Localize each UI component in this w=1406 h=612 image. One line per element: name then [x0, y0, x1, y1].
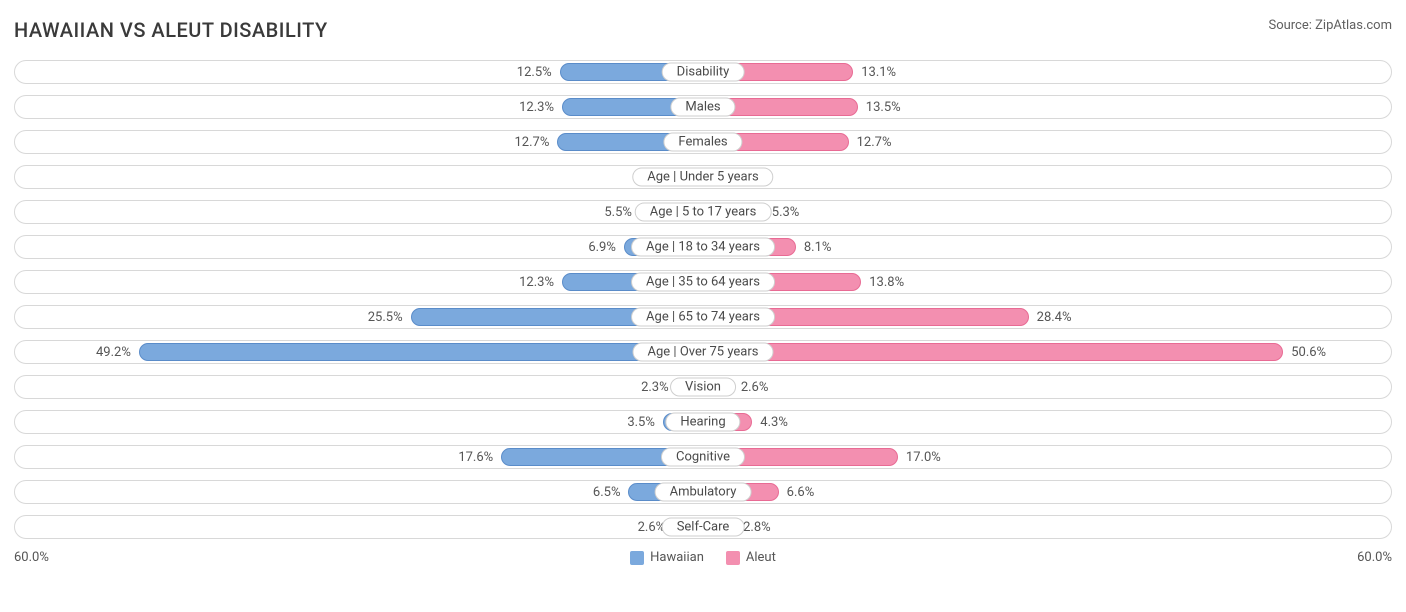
- bar-row: 2.6%2.8%Self-Care: [14, 515, 1392, 539]
- bar-row: 5.5% 5.3%Age | 5 to 17 years: [14, 200, 1392, 224]
- value-right: 5.3%: [772, 201, 800, 223]
- bar-row: 3.5% 4.3% Hearing: [14, 410, 1392, 434]
- category-label: Age | Under 5 years: [632, 168, 773, 187]
- bar-row: 6.5% 6.6% Ambulatory: [14, 480, 1392, 504]
- category-label: Age | 65 to 74 years: [631, 308, 775, 327]
- bar-row: 12.5% 13.1% Disability: [14, 60, 1392, 84]
- axis-max-right: 60.0%: [1357, 550, 1392, 565]
- value-left: 6.9%: [588, 236, 616, 258]
- category-label: Disability: [662, 63, 745, 82]
- value-right: 2.8%: [743, 516, 771, 538]
- legend: Hawaiian Aleut: [630, 550, 776, 565]
- bar-row: 25.5% 28.4% Age | 65 to 74 years: [14, 305, 1392, 329]
- value-right: 13.5%: [866, 96, 901, 118]
- value-right: 28.4%: [1037, 306, 1072, 328]
- bar-row: 12.7% 12.7% Females: [14, 130, 1392, 154]
- category-label: Females: [663, 133, 742, 152]
- category-label: Hearing: [665, 413, 740, 432]
- value-right: 12.7%: [857, 131, 892, 153]
- value-right: 50.6%: [1291, 341, 1326, 363]
- bar-left: [139, 343, 703, 361]
- value-left: 3.5%: [627, 411, 655, 433]
- value-right: 13.1%: [861, 61, 896, 83]
- value-right: 8.1%: [804, 236, 832, 258]
- legend-item-right: Aleut: [726, 550, 776, 565]
- bar-row: 12.3% 13.8% Age | 35 to 64 years: [14, 270, 1392, 294]
- bar-row: 1.2%1.2%Age | Under 5 years: [14, 165, 1392, 189]
- bar-right: [703, 343, 1283, 361]
- category-label: Self-Care: [662, 518, 745, 537]
- category-label: Age | 18 to 34 years: [631, 238, 775, 257]
- legend-label-right: Aleut: [746, 550, 776, 565]
- axis-max-left: 60.0%: [14, 550, 49, 565]
- value-left: 12.7%: [515, 131, 550, 153]
- value-left: 5.5%: [604, 201, 632, 223]
- category-label: Cognitive: [661, 448, 745, 467]
- value-left: 12.5%: [517, 61, 552, 83]
- category-label: Males: [670, 98, 735, 117]
- value-right: 2.6%: [741, 376, 769, 398]
- legend-swatch-right: [726, 551, 740, 565]
- value-right: 6.6%: [787, 481, 815, 503]
- bar-row: 2.3% 2.6% Vision: [14, 375, 1392, 399]
- value-left: 12.3%: [519, 271, 554, 293]
- bar-row: 12.3% 13.5% Males: [14, 95, 1392, 119]
- value-right: 17.0%: [906, 446, 941, 468]
- value-left: 2.3%: [641, 376, 669, 398]
- source-attribution: Source: ZipAtlas.com: [1268, 18, 1392, 33]
- category-label: Age | 5 to 17 years: [635, 203, 772, 222]
- legend-label-left: Hawaiian: [650, 550, 704, 565]
- diverging-bar-chart: 12.5% 13.1% Disability 12.3% 13.5% Males 12.7%…: [14, 60, 1392, 539]
- legend-swatch-left: [630, 551, 644, 565]
- value-left: 25.5%: [368, 306, 403, 328]
- value-left: 6.5%: [593, 481, 621, 503]
- category-label: Age | 35 to 64 years: [631, 273, 775, 292]
- value-left: 17.6%: [458, 446, 493, 468]
- bar-row: 6.9% 8.1% Age | 18 to 34 years: [14, 235, 1392, 259]
- value-left: 49.2%: [96, 341, 131, 363]
- value-left: 12.3%: [519, 96, 554, 118]
- bar-row: 17.6% 17.0% Cognitive: [14, 445, 1392, 469]
- value-right: 13.8%: [869, 271, 904, 293]
- category-label: Vision: [670, 378, 736, 397]
- chart-title: HAWAIIAN VS ALEUT DISABILITY: [14, 18, 328, 42]
- value-right: 4.3%: [760, 411, 788, 433]
- legend-item-left: Hawaiian: [630, 550, 704, 565]
- category-label: Ambulatory: [655, 483, 752, 502]
- bar-row: 49.2% 50.6% Age | Over 75 years: [14, 340, 1392, 364]
- category-label: Age | Over 75 years: [633, 343, 774, 362]
